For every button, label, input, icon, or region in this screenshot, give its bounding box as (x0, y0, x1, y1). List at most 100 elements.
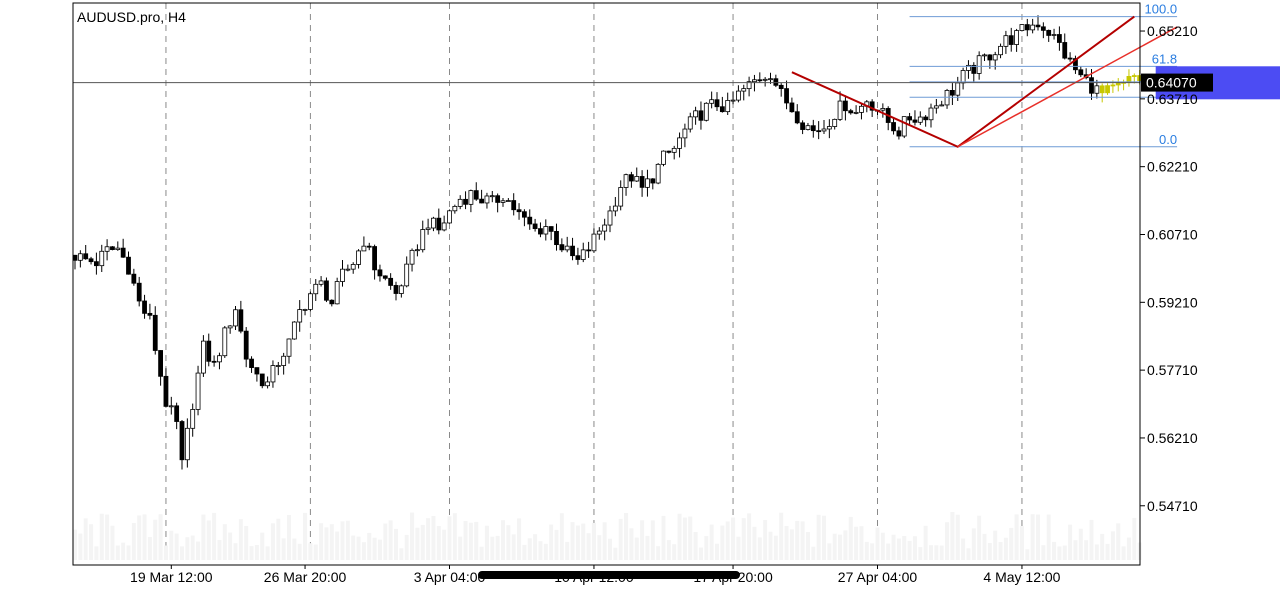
volume-bar (811, 546, 816, 560)
volume-bar (287, 515, 291, 560)
volume-bar (902, 535, 907, 560)
candle-body (382, 275, 388, 279)
candle-body (516, 209, 522, 213)
candle-body (618, 187, 624, 207)
candle-body (666, 150, 672, 153)
candle-body (950, 90, 955, 96)
volume-bar (340, 521, 345, 560)
volume-bar (484, 525, 489, 560)
volume-bar (591, 522, 596, 560)
gridlines (165, 3, 1023, 555)
volume-bar (880, 532, 885, 560)
volume-bar (1094, 544, 1099, 560)
y-tick-label: 0.56210 (1147, 430, 1198, 446)
y-tick-label: 0.59210 (1147, 294, 1198, 310)
candle-body (1131, 75, 1137, 77)
volume-bar (602, 522, 607, 560)
volume-bar (875, 527, 880, 560)
volume-bar (912, 536, 917, 560)
candle-body (559, 244, 565, 251)
volume-bar (800, 521, 805, 560)
volume-bar (196, 541, 201, 560)
overlays: 100.0 61.8 0.0 (73, 2, 1280, 148)
candle-body (1030, 24, 1036, 31)
candle-body (992, 54, 998, 61)
candle-body (324, 280, 329, 301)
candle-body (725, 100, 731, 113)
volume-bar (254, 544, 259, 560)
volume-bar (153, 519, 158, 560)
candle-body (719, 106, 725, 113)
volume-bar (1068, 524, 1073, 560)
volume-bar (372, 537, 377, 560)
candle-body (297, 309, 303, 323)
candle-body (366, 245, 372, 248)
candle-body (596, 230, 602, 235)
candle-body (778, 84, 784, 90)
x-tick-label: 3 Apr 04:00 (414, 569, 486, 585)
candle-body (843, 100, 848, 112)
candle-body (409, 249, 415, 265)
volume-bar (581, 523, 586, 560)
volume-bar (308, 543, 313, 560)
candle-body (1073, 58, 1078, 71)
candle-body (1099, 85, 1105, 94)
volume-bar (736, 536, 741, 560)
volume-bar (420, 524, 425, 560)
volume-bar (1078, 528, 1083, 560)
candle-body (120, 247, 126, 258)
candle-body (960, 70, 966, 84)
candle-body (1115, 82, 1121, 86)
volume-bar (292, 538, 297, 560)
volume-bar (672, 544, 677, 560)
volume-bar (137, 515, 142, 560)
volume-bar (83, 518, 88, 560)
fib-level-label: 61.8 (1152, 51, 1177, 66)
candle-body (222, 327, 228, 357)
volume-histogram (73, 512, 1142, 560)
volume-bar (324, 527, 329, 560)
volume-bar (89, 524, 94, 560)
candle-body (917, 116, 923, 123)
candle-body (532, 223, 538, 230)
candle-body (543, 226, 549, 235)
candle-body (923, 116, 929, 121)
candle-body (184, 427, 190, 461)
volume-bar (297, 543, 302, 560)
candle-body (302, 309, 308, 311)
volume-bar (629, 528, 634, 560)
volume-bar (854, 526, 859, 560)
volume-bar (233, 543, 238, 560)
volume-bar (110, 525, 115, 560)
candle-body (484, 195, 490, 204)
candle-body (115, 247, 121, 250)
volume-bar (624, 512, 629, 560)
candle-body (730, 99, 736, 102)
candle-body (789, 102, 795, 113)
candle-body (318, 280, 324, 285)
volume-bar (1019, 526, 1024, 560)
candle-body (147, 312, 153, 316)
volume-bar (864, 541, 869, 560)
volume-bar (934, 545, 939, 560)
volume-bar (993, 530, 998, 560)
candle-body (94, 261, 99, 267)
volume-bar (356, 536, 361, 560)
volume-bar (741, 518, 746, 560)
candle-body (404, 263, 410, 287)
volume-bar (319, 523, 324, 560)
volume-bar (447, 516, 452, 560)
candle-body (110, 246, 115, 250)
volume-bar (955, 514, 960, 560)
candle-body (837, 100, 843, 120)
candle-body (982, 54, 987, 57)
volume-bar (533, 534, 538, 560)
home-indicator-bar[interactable] (478, 571, 740, 579)
candle-body (826, 126, 832, 130)
volume-bar (377, 539, 382, 560)
volume-bar (677, 513, 682, 560)
volume-bar (115, 545, 120, 560)
volume-bar (511, 534, 516, 560)
volume-bar (163, 545, 168, 560)
candle-body (570, 245, 575, 257)
